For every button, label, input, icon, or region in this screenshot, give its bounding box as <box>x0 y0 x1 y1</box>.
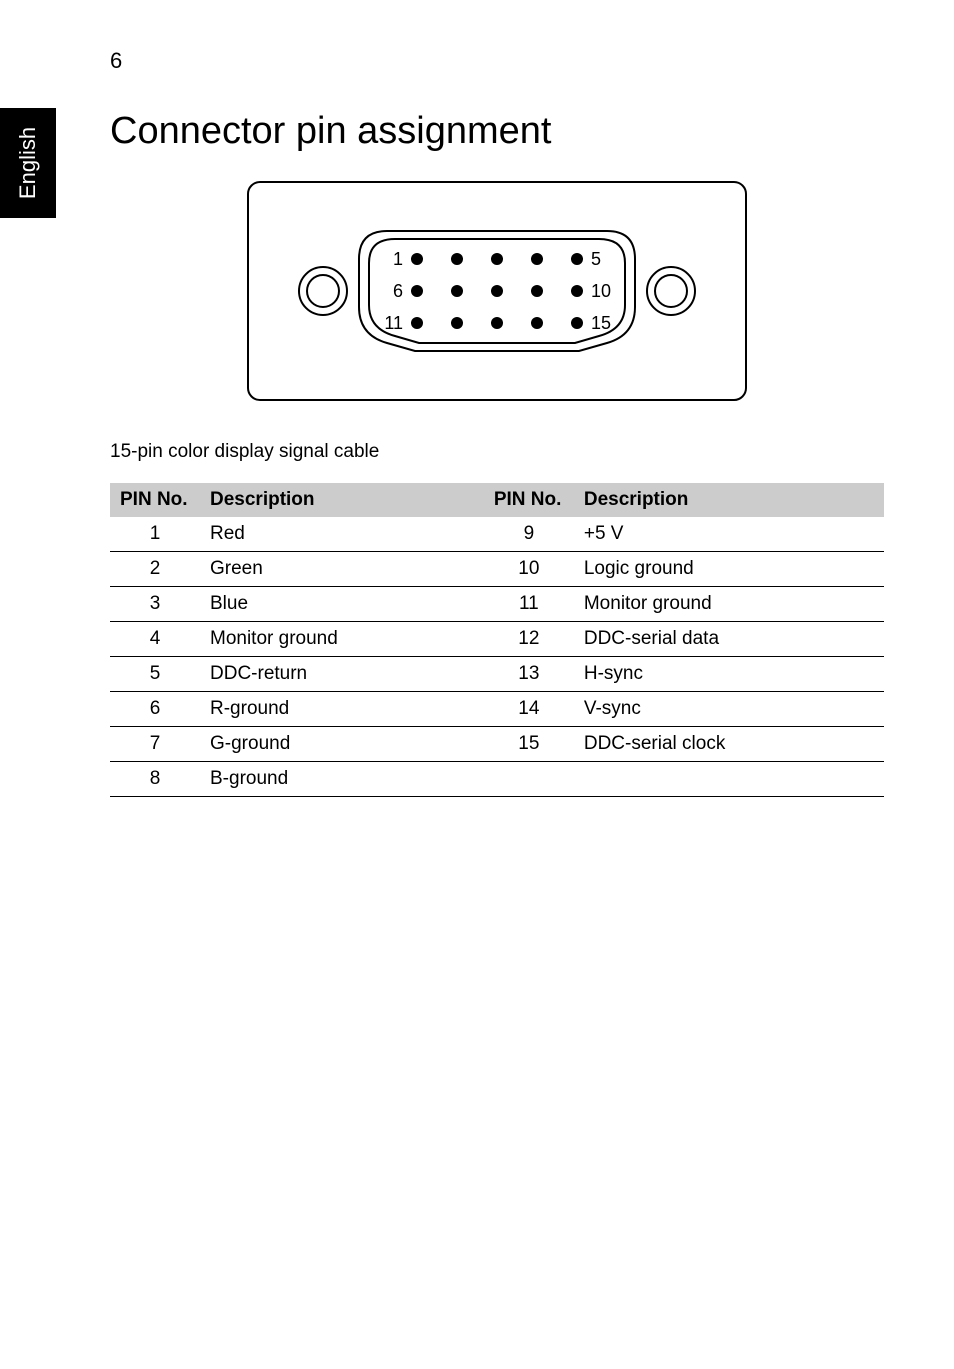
table-header: Description <box>200 483 484 517</box>
page-number: 6 <box>110 48 122 74</box>
table-cell: 1 <box>110 517 200 552</box>
table-cell: Monitor ground <box>200 622 484 657</box>
table-row: 1Red9+5 V <box>110 517 884 552</box>
table-cell: Logic ground <box>574 552 884 587</box>
table-cell <box>484 762 574 797</box>
table-row: 3Blue11Monitor ground <box>110 587 884 622</box>
page-title: Connector pin assignment <box>110 110 884 153</box>
table-cell: 12 <box>484 622 574 657</box>
table-cell: Blue <box>200 587 484 622</box>
table-cell: G-ground <box>200 727 484 762</box>
table-cell: 6 <box>110 692 200 727</box>
language-tab: English <box>0 108 56 218</box>
table-cell: 7 <box>110 727 200 762</box>
table-cell: 4 <box>110 622 200 657</box>
svg-text:5: 5 <box>591 249 601 269</box>
table-cell: H-sync <box>574 657 884 692</box>
language-tab-label: English <box>15 127 41 199</box>
table-cell: Red <box>200 517 484 552</box>
table-cell: 8 <box>110 762 200 797</box>
table-cell: +5 V <box>574 517 884 552</box>
svg-text:1: 1 <box>393 249 403 269</box>
table-cell: V-sync <box>574 692 884 727</box>
table-cell: 14 <box>484 692 574 727</box>
table-cell <box>574 762 884 797</box>
table-cell: Monitor ground <box>574 587 884 622</box>
svg-text:10: 10 <box>591 281 611 301</box>
table-header: PIN No. <box>110 483 200 517</box>
svg-text:11: 11 <box>384 313 403 333</box>
table-cell: 11 <box>484 587 574 622</box>
table-row: 8B-ground <box>110 762 884 797</box>
table-row: 5DDC-return13H-sync <box>110 657 884 692</box>
table-cell: 2 <box>110 552 200 587</box>
table-header: Description <box>574 483 884 517</box>
table-cell: DDC-serial data <box>574 622 884 657</box>
table-cell: B-ground <box>200 762 484 797</box>
table-row: 7G-ground15DDC-serial clock <box>110 727 884 762</box>
table-cell: Green <box>200 552 484 587</box>
connector-svg: 156101115 <box>247 181 747 401</box>
table-cell: R-ground <box>200 692 484 727</box>
table-cell: 3 <box>110 587 200 622</box>
table-cell: 10 <box>484 552 574 587</box>
table-caption: 15-pin color display signal cable <box>110 441 884 463</box>
table-cell: 9 <box>484 517 574 552</box>
svg-text:15: 15 <box>591 313 611 333</box>
connector-diagram: 156101115 <box>110 181 884 401</box>
table-header: PIN No. <box>484 483 574 517</box>
table-cell: 5 <box>110 657 200 692</box>
page-content: Connector pin assignment 156101115 15-pi… <box>110 110 884 797</box>
table-cell: DDC-return <box>200 657 484 692</box>
table-cell: DDC-serial clock <box>574 727 884 762</box>
table-cell: 15 <box>484 727 574 762</box>
svg-text:6: 6 <box>393 281 403 301</box>
pin-table: PIN No. Description PIN No. Description … <box>110 483 884 797</box>
table-row: 2Green10Logic ground <box>110 552 884 587</box>
table-cell: 13 <box>484 657 574 692</box>
table-row: 4Monitor ground12DDC-serial data <box>110 622 884 657</box>
table-row: 6R-ground14V-sync <box>110 692 884 727</box>
